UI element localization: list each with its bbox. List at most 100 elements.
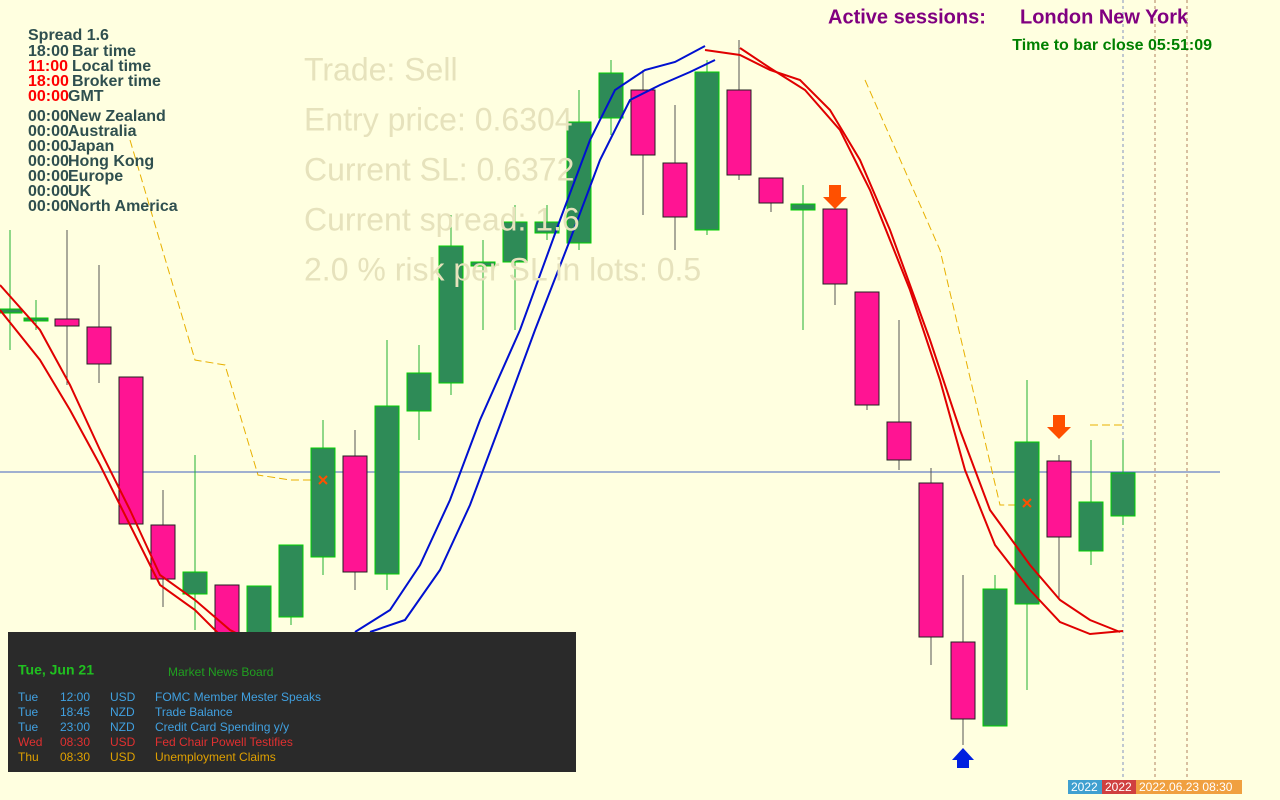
moving-average xyxy=(0,309,226,641)
candle-body xyxy=(950,641,976,720)
clock-label: Hong Kong xyxy=(68,153,154,170)
bar-countdown: Time to bar close 05:51:09 xyxy=(1012,37,1212,54)
period-separators xyxy=(1122,0,1188,780)
candle-body xyxy=(918,482,944,638)
candle-body xyxy=(23,317,49,322)
candle-body xyxy=(566,121,592,244)
candle-body xyxy=(1078,501,1104,552)
candle-body xyxy=(598,72,624,119)
news-cell: FOMC Member Mester Speaks xyxy=(155,690,321,704)
clock-label: Bar time xyxy=(72,43,136,60)
news-cell: USD xyxy=(110,690,136,704)
trade-line: Entry price: 0.6304 xyxy=(304,101,573,137)
candle-body xyxy=(982,588,1008,727)
candle-body xyxy=(342,455,368,573)
news-cell: Thu xyxy=(18,750,39,764)
candles xyxy=(0,40,1136,745)
news-cell: USD xyxy=(110,750,136,764)
candle-body xyxy=(150,524,176,580)
trade-line: 2.0 % risk per SL in lots: 0.5 xyxy=(304,251,701,287)
news-cell: Trade Balance xyxy=(155,705,233,719)
sessions-title: Active sessions: xyxy=(828,6,986,28)
news-cell: 08:30 xyxy=(60,750,90,764)
candle-body xyxy=(1046,460,1072,538)
clock-label: Broker time xyxy=(72,73,161,90)
clock-label: Europe xyxy=(68,168,123,185)
candle-body xyxy=(886,421,912,461)
news-cell: Tue xyxy=(18,720,39,734)
candle-body xyxy=(854,291,880,406)
sell-arrow xyxy=(823,185,1071,439)
candle-body xyxy=(0,308,23,314)
trade-line: Current SL: 0.6372 xyxy=(304,151,574,187)
trade-line: Trade: Sell xyxy=(304,51,458,87)
news-cell: Wed xyxy=(18,735,42,749)
candle-body xyxy=(726,89,752,176)
news-cell: 18:45 xyxy=(60,705,90,719)
candle-body xyxy=(406,372,432,412)
candle-body xyxy=(662,162,688,218)
candle-body xyxy=(534,221,560,234)
sessions-names: London New York xyxy=(1020,6,1189,28)
news-panel xyxy=(8,632,576,772)
time-axis: 2022 2022 2022.06.23 08:30 xyxy=(1068,780,1242,794)
news-header: Market News Board xyxy=(168,665,273,679)
news-date: Tue, Jun 21 xyxy=(18,662,94,678)
time-label-bg xyxy=(1136,780,1242,794)
clock-time: 00:00 xyxy=(28,198,69,215)
time-label: 2022 xyxy=(1071,780,1098,794)
news-board: Tue, Jun 21 Market News Board Tue 12:00 USD F… xyxy=(18,662,321,764)
candle-body xyxy=(278,544,304,618)
candle-body xyxy=(1014,441,1040,605)
news-cell: 08:30 xyxy=(60,735,90,749)
trailing-stop xyxy=(129,139,320,481)
clock-time: 00:00 xyxy=(28,138,69,155)
candle-body xyxy=(630,89,656,156)
candle-body xyxy=(502,221,528,263)
news-cell: Unemployment Claims xyxy=(155,750,276,764)
candle-body xyxy=(822,208,848,285)
moving-average xyxy=(0,284,261,646)
moving-average xyxy=(354,45,706,633)
clock-time: 18:00 xyxy=(28,43,69,60)
time-label: 2022 xyxy=(1105,780,1132,794)
candle-body xyxy=(182,571,208,595)
moving-average xyxy=(739,47,1124,636)
clock-label: Local time xyxy=(72,58,151,75)
candle-body xyxy=(470,261,496,267)
candle-body xyxy=(118,376,144,525)
time-label: 2022.06.23 08:30 xyxy=(1139,780,1233,794)
news-cell: 23:00 xyxy=(60,720,90,734)
candle-body xyxy=(86,326,112,365)
clock-time: 00:00 xyxy=(28,153,69,170)
moving-average xyxy=(369,59,716,633)
candle-body xyxy=(790,203,816,211)
clock-label: New Zealand xyxy=(68,108,166,125)
candle-body xyxy=(694,71,720,231)
candle-body xyxy=(374,405,400,575)
candle-body xyxy=(246,585,272,641)
news-cell: NZD xyxy=(110,705,135,719)
trade-line: Current spread: 1.6 xyxy=(304,201,580,237)
clock-time: 00:00 xyxy=(28,183,69,200)
exit-mark xyxy=(318,475,1032,508)
news-cell: NZD xyxy=(110,720,135,734)
news-cell: 12:00 xyxy=(60,690,90,704)
spread: Spread 1.6 xyxy=(28,27,109,44)
clock-label: UK xyxy=(68,183,92,200)
candle-body xyxy=(438,245,464,384)
clock-label: GMT xyxy=(68,88,104,105)
candle-body xyxy=(1110,472,1136,517)
buy-arrow xyxy=(952,748,974,768)
clock-time: 18:00 xyxy=(28,73,69,90)
candle-body xyxy=(758,177,784,204)
clock-time: 00:00 xyxy=(28,108,69,125)
trade-panel: Trade: Sell Entry price: 0.6304 Current SL… xyxy=(304,51,701,287)
news-cell: Credit Card Spending y/y xyxy=(155,720,289,734)
news-cell: Tue xyxy=(18,705,39,719)
clock-time: 00:00 xyxy=(28,168,69,185)
time-label-bg xyxy=(1102,780,1136,794)
candle-body xyxy=(214,584,240,641)
